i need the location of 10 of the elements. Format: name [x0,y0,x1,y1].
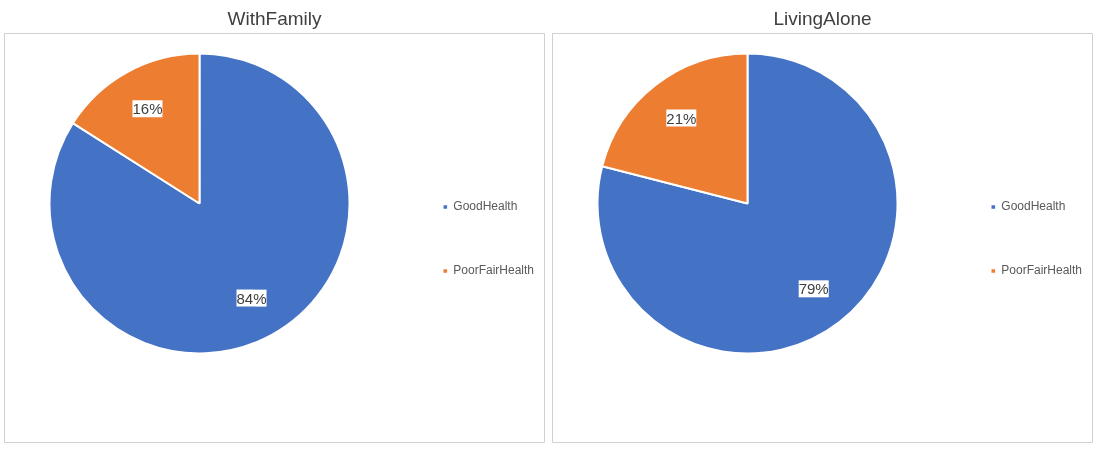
legend-label: PoorFairHealth [1001,263,1082,277]
legend-label: GoodHealth [453,199,518,213]
chart-title: WithFamily [227,7,322,29]
data-label: 79% [798,280,829,298]
legend-label: PoorFairHealth [453,263,534,277]
data-label: 84% [236,289,267,307]
data-label: 16% [132,100,163,118]
legend-label: GoodHealth [1001,199,1066,213]
data-label: 21% [666,109,697,127]
chart-title: LivingAlone [773,7,872,29]
